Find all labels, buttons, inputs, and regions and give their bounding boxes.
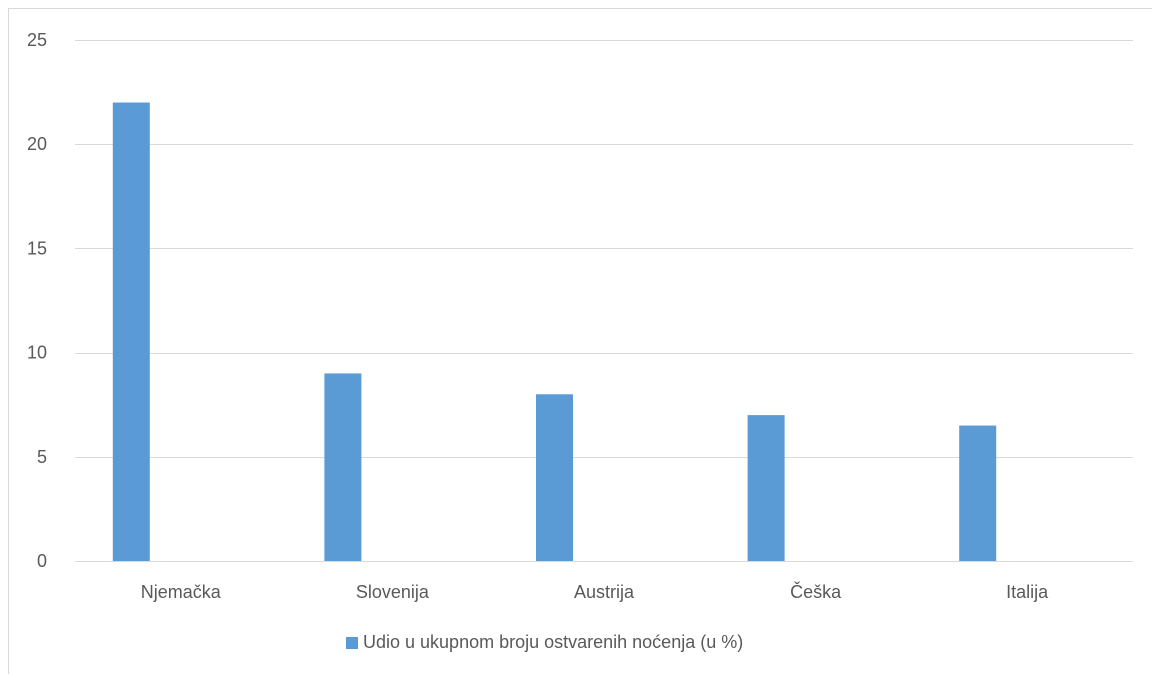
bar xyxy=(324,373,362,561)
y-tick-label: 25 xyxy=(27,30,47,50)
x-tick-label: Češka xyxy=(790,581,842,602)
legend-label: Udio u ukupnom broju ostvarenih noćenja … xyxy=(363,632,743,652)
bar xyxy=(959,425,997,561)
y-tick-label: 5 xyxy=(37,447,47,467)
x-tick-label: Italija xyxy=(1006,582,1049,602)
y-tick-label: 20 xyxy=(27,134,47,154)
y-tick-label: 10 xyxy=(27,343,47,363)
bar xyxy=(536,394,573,561)
x-tick-label: Njemačka xyxy=(141,582,222,602)
y-tick-label: 0 xyxy=(37,551,47,571)
x-axis-tick-labels: Njemačka Slovenija Austrija Češka Italija xyxy=(141,581,1049,602)
legend: Udio u ukupnom broju ostvarenih noćenja … xyxy=(346,632,743,652)
legend-swatch xyxy=(346,637,358,649)
x-tick-label: Austrija xyxy=(574,582,635,602)
chart-frame xyxy=(8,8,1152,674)
bar xyxy=(747,415,785,561)
y-tick-label: 15 xyxy=(27,238,47,258)
y-axis-tick-labels: 0 5 10 15 20 25 xyxy=(27,30,47,571)
x-tick-label: Slovenija xyxy=(356,582,430,602)
bars xyxy=(112,102,997,562)
bar xyxy=(112,102,150,562)
gridlines xyxy=(75,40,1133,562)
